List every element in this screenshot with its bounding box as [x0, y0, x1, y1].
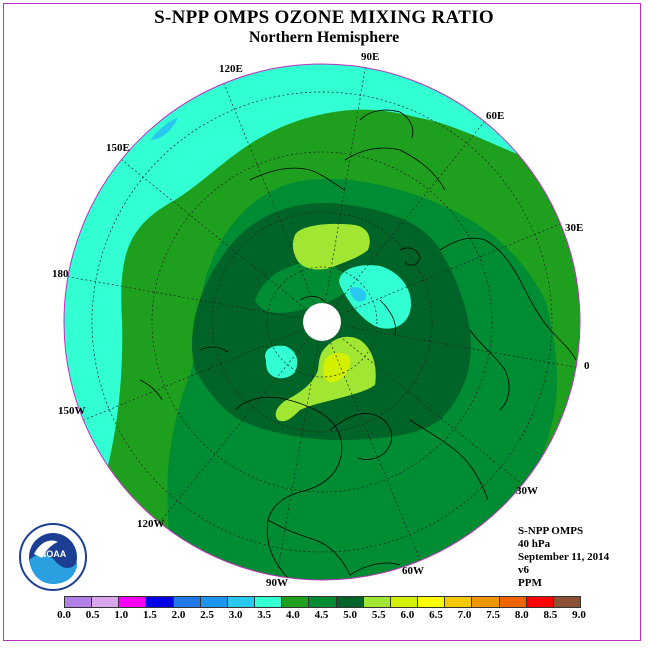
logo-text: NOAA — [40, 549, 67, 559]
colorbar-tick-label: 6.5 — [429, 609, 443, 621]
colorbar-tick-label: 0.5 — [85, 609, 100, 621]
field-blue-pocket — [350, 287, 367, 302]
colorbar-tick-label: 4.5 — [314, 609, 329, 621]
field-green-45-inner — [255, 262, 352, 313]
colorbar-segment — [200, 597, 228, 607]
colorbar-tick-label: 6.0 — [400, 609, 415, 621]
lon-label-150e: 150E — [106, 142, 130, 154]
info-date: September 11, 2014 — [518, 551, 610, 563]
figure-frame — [3, 3, 641, 641]
colorbar-tick-label: 5.5 — [371, 609, 386, 621]
colorbar-segment — [445, 597, 473, 607]
colorbar-segment — [499, 597, 527, 607]
lon-label-60w: 60W — [402, 565, 424, 577]
info-level: 40 hPa — [518, 538, 551, 550]
colorbar-segment — [472, 597, 500, 607]
colorbar-tick-label: 3.5 — [257, 609, 272, 621]
lon-label-90w: 90W — [266, 577, 288, 589]
colorbar-tick-label: 1.5 — [142, 609, 157, 621]
colorbar-segment — [173, 597, 201, 607]
info-units: PPM — [518, 577, 542, 589]
colorbar — [64, 596, 581, 608]
colorbar-tick-label: 1.0 — [114, 609, 129, 621]
colorbar-segment — [227, 597, 256, 607]
lon-label-180: 180 — [52, 268, 69, 280]
graticule — [64, 64, 580, 580]
lon-label-150w: 150W — [58, 405, 86, 417]
field-lime6-lower — [323, 352, 351, 383]
field-lime-upper — [292, 223, 370, 270]
info-version: v6 — [518, 564, 529, 576]
colorbar-segment — [336, 597, 364, 607]
field-blue-edge — [150, 118, 178, 140]
colorbar-segment — [119, 597, 147, 607]
map-border — [63, 63, 581, 581]
colorbar-segment — [146, 597, 174, 607]
colorbar-tick-label: 0.0 — [57, 609, 71, 621]
info-instrument: S-NPP OMPS — [518, 525, 584, 537]
colorbar-segment — [363, 597, 391, 607]
colorbar-tick-label: 9.0 — [572, 609, 586, 621]
field-cyan-pocket-east — [339, 265, 411, 329]
colorbar-segment — [309, 597, 337, 607]
colorbar-tick-label: 8.5 — [543, 609, 558, 621]
lon-label-30w: 30W — [516, 485, 538, 497]
lon-label-90e: 90E — [361, 51, 380, 63]
lon-label-60e: 60E — [486, 110, 505, 122]
lon-label-30e: 30E — [565, 222, 584, 234]
colorbar-segment — [92, 597, 120, 607]
chart-title: S-NPP OMPS OZONE MIXING RATIO — [154, 7, 494, 28]
colorbar-tick-label: 4.0 — [286, 609, 300, 621]
lon-label-120e: 120E — [219, 63, 243, 75]
colorbar-tick-label: 8.0 — [514, 609, 529, 621]
noaa-logo: NOAA — [19, 523, 87, 591]
colorbar-tick-label: 3.0 — [228, 609, 243, 621]
coastlines — [139, 109, 577, 580]
polar-gap — [303, 303, 341, 341]
field-cyan-pocket-west — [265, 345, 298, 379]
colorbar-tick-label: 5.0 — [343, 609, 357, 621]
colorbar-tick-label: 7.5 — [486, 609, 501, 621]
colorbar-segment — [526, 597, 554, 607]
lon-label-120w: 120W — [137, 518, 165, 530]
lon-label-0: 0 — [584, 360, 590, 372]
colorbar-segment — [255, 597, 283, 607]
colorbar-tick-label: 2.5 — [200, 609, 214, 621]
colorbar-segment — [390, 597, 419, 607]
colorbar-tick-label: 2.0 — [171, 609, 186, 621]
colorbar-segment — [65, 597, 93, 607]
chart-subtitle: Northern Hemisphere — [248, 29, 400, 46]
colorbar-segment — [553, 597, 580, 607]
colorbar-segment — [418, 597, 446, 607]
colorbar-segment — [282, 597, 310, 607]
colorbar-tick-label: 7.0 — [457, 609, 472, 621]
